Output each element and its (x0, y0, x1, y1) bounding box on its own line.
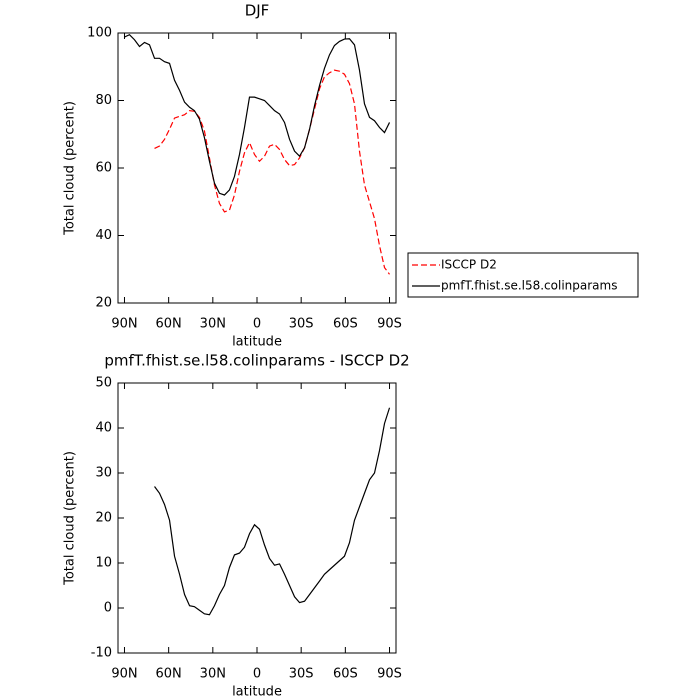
x-tick-label: 30S (289, 667, 314, 682)
x-tick-label: 30N (200, 317, 226, 332)
legend-box (407, 252, 639, 298)
y-tick-label: 50 (95, 376, 112, 391)
chart-title: DJF (245, 2, 270, 20)
x-tick-label: 90S (377, 667, 402, 682)
x-tick-label: 60N (156, 317, 182, 332)
x-tick-label: 60S (333, 667, 358, 682)
legend-label: pmfT.fhist.se.l58.colinparams (441, 279, 617, 293)
y-tick-label: 80 (95, 93, 112, 108)
y-tick-label: -10 (91, 646, 112, 661)
data-line (154, 407, 391, 616)
x-axis-label: latitude (232, 685, 282, 700)
x-tick-label: 0 (253, 667, 261, 682)
y-tick-label: 40 (95, 228, 112, 243)
data-line (124, 33, 391, 196)
y-tick-label: 0 (104, 601, 112, 616)
x-tick-label: 90N (111, 667, 137, 682)
y-axis-label: Total cloud (percent) (63, 101, 78, 236)
x-tick-label: 0 (253, 317, 261, 332)
x-tick-label: 30S (289, 317, 314, 332)
x-tick-label: 30N (200, 667, 226, 682)
plot-frame (117, 32, 397, 304)
y-tick-label: 40 (95, 421, 112, 436)
plot-frame (117, 382, 397, 654)
y-tick-label: 20 (95, 511, 112, 526)
y-tick-label: 60 (95, 161, 112, 176)
x-tick-label: 60S (333, 317, 358, 332)
y-tick-label: 20 (95, 296, 112, 311)
x-tick-label: 90S (377, 317, 402, 332)
data-line (154, 69, 391, 275)
y-axis-label: Total cloud (percent) (63, 451, 78, 586)
chart-title: pmfT.fhist.se.l58.colinparams - ISCCP D2 (104, 352, 409, 370)
y-tick-label: 10 (95, 556, 112, 571)
y-tick-label: 100 (87, 26, 112, 41)
x-tick-label: 90N (111, 317, 137, 332)
x-tick-label: 60N (156, 667, 182, 682)
legend-label: ISCCP D2 (441, 258, 497, 272)
x-axis-label: latitude (232, 335, 282, 350)
y-tick-label: 30 (95, 466, 112, 481)
